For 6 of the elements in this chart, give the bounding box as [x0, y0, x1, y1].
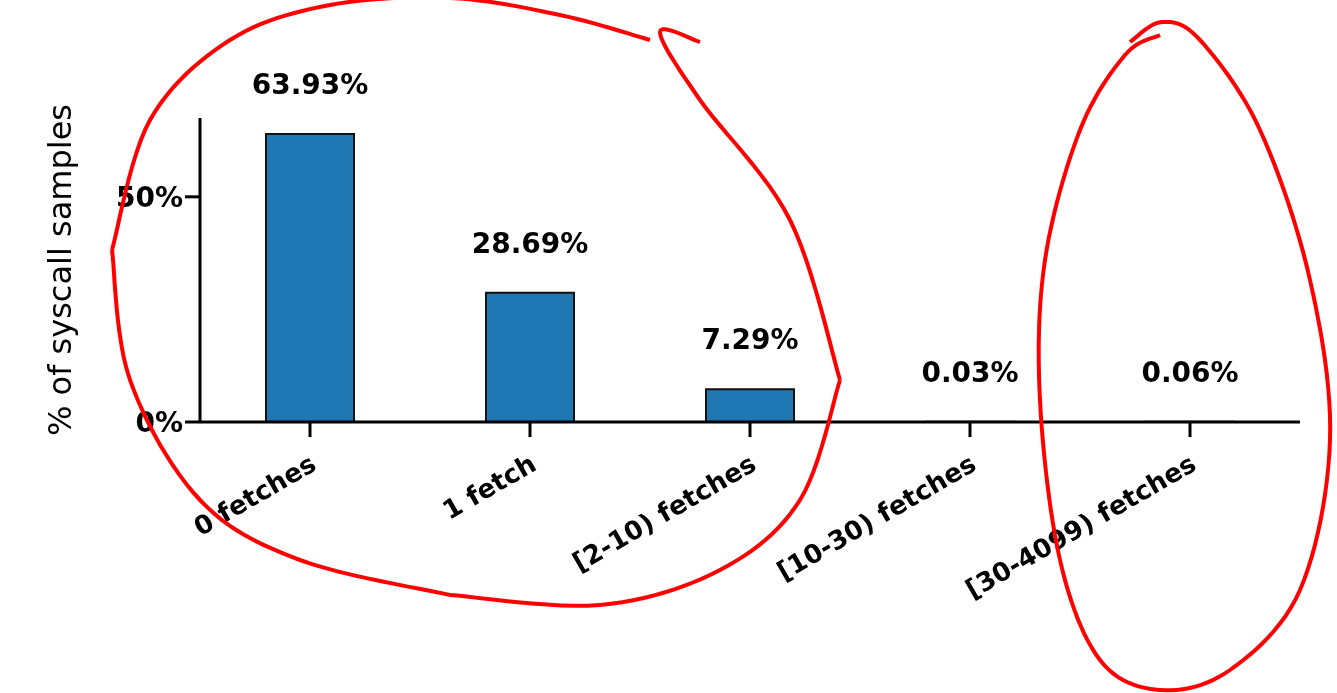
- data-label: 63.93%: [251, 68, 369, 102]
- y-axis-title: % of syscall samples: [41, 103, 79, 437]
- data-label: 7.29%: [701, 323, 799, 357]
- data-label: 0.03%: [921, 355, 1019, 389]
- data-label: 28.69%: [471, 226, 589, 260]
- data-label: 0.06%: [1141, 355, 1239, 389]
